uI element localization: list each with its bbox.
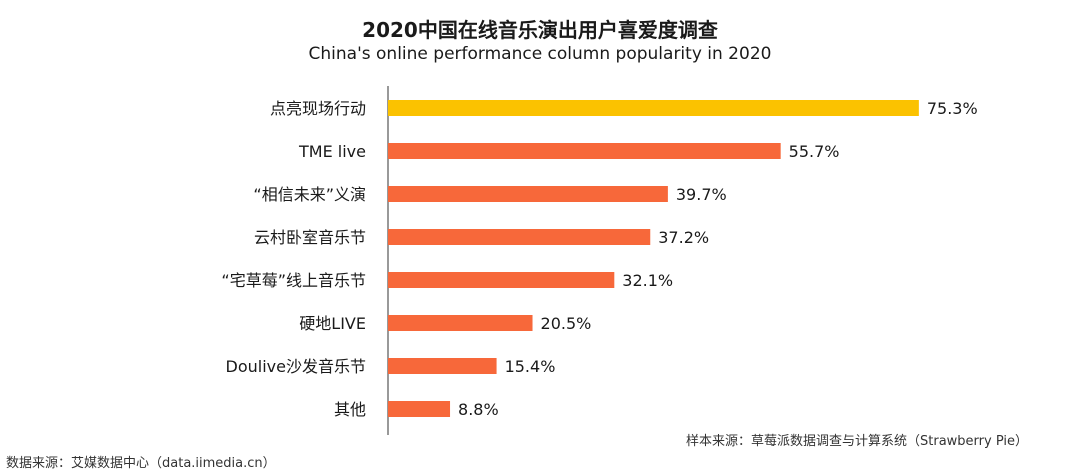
- bar: [388, 229, 651, 245]
- data-label: 39.7%: [676, 185, 727, 204]
- data-label: 8.8%: [458, 400, 499, 419]
- bar: [388, 143, 781, 159]
- data-label: 32.1%: [622, 271, 673, 290]
- category-label: Doulive沙发音乐节: [226, 357, 366, 376]
- data-source-note: 数据来源：艾媒数据中心（data.iimedia.cn）: [6, 456, 276, 471]
- category-label: 点亮现场行动: [270, 99, 366, 118]
- bar: [388, 100, 919, 116]
- data-label: 15.4%: [505, 357, 556, 376]
- bar: [388, 272, 615, 288]
- category-label: 硬地LIVE: [299, 314, 366, 333]
- chart-title: 2020中国在线音乐演出用户喜爱度调查: [362, 18, 718, 42]
- chart-subtitle: China's online performance column popula…: [308, 44, 772, 64]
- bar: [388, 186, 668, 202]
- data-label: 55.7%: [789, 142, 840, 161]
- category-label: TME live: [298, 142, 366, 161]
- data-label: 37.2%: [658, 228, 709, 247]
- category-label: “宅草莓”线上音乐节: [221, 271, 366, 290]
- data-label: 75.3%: [927, 99, 978, 118]
- bar: [388, 401, 451, 417]
- bar: [388, 358, 497, 374]
- category-label: 云村卧室音乐节: [254, 228, 366, 247]
- data-label: 20.5%: [541, 314, 592, 333]
- category-label: “相信未来”义演: [253, 185, 366, 204]
- category-label: 其他: [334, 400, 366, 419]
- bar: [388, 315, 533, 331]
- sample-source-note: 样本来源：草莓派数据调查与计算系统（Strawberry Pie）: [686, 434, 1028, 449]
